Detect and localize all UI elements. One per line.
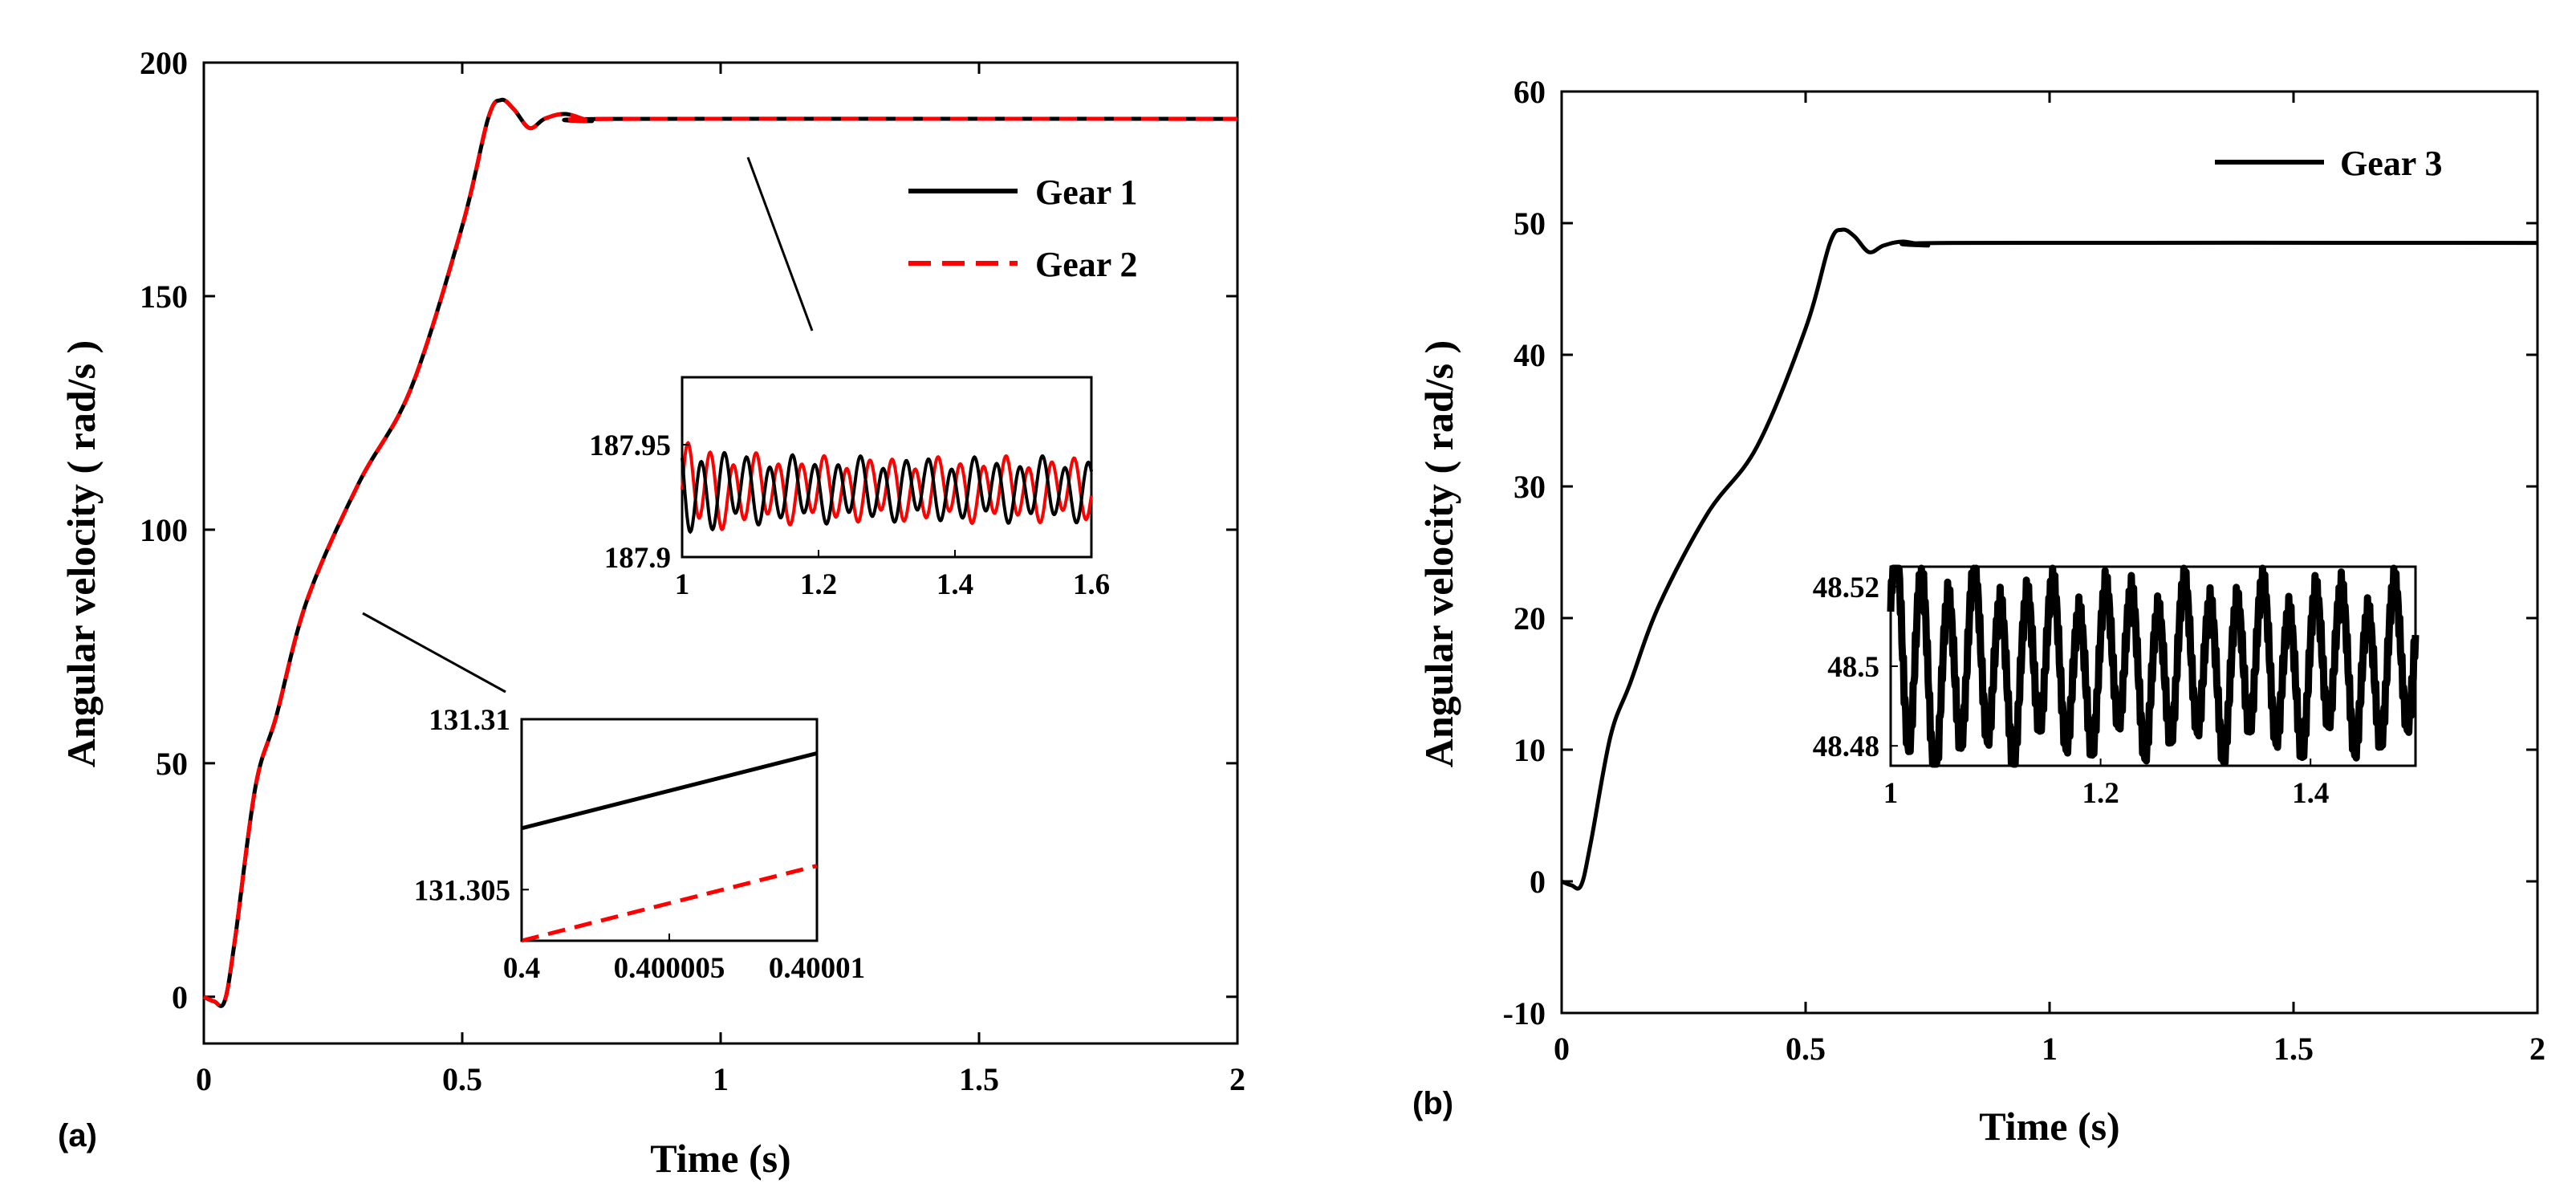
panel-b-legend: Gear 3	[2215, 144, 2443, 183]
panel-b-y-tick-label: -10	[1503, 995, 1546, 1031]
inset3-y-tick-label: 48.52	[1813, 572, 1879, 604]
inset2-series-line-2	[521, 864, 818, 943]
panel-a-x-label: Time (s)	[650, 1136, 790, 1181]
panel-a-y-ticks: 0 50 100 150 200	[140, 45, 1237, 1015]
inset1-y-tick-label: 187.95	[589, 429, 671, 462]
inset1-x-tick-label: 1.4	[937, 568, 973, 601]
panel-a-series	[202, 97, 1238, 1008]
inset2-ticks: 0.4 0.400005 0.40001 131.305 131.31	[414, 704, 865, 985]
panel-b-axes-box	[1560, 90, 2539, 1015]
panel-a-x-tick-label: 0	[196, 1061, 212, 1097]
panel-b-x-tick-label: 1	[2042, 1031, 2058, 1067]
panel-b-y-ticks: -10 0 10 20 30 40 50 60	[1503, 74, 2537, 1031]
panel-a-y-tick-label: 200	[140, 45, 188, 81]
panel-a-series-line-2	[202, 97, 1238, 1008]
panel-b-inset-steady: 1 1.2 1.4 48.48 48.5 48.52	[1813, 564, 2420, 810]
inset3-x-tick-label: 1.2	[2082, 777, 2119, 810]
inset3-y-tick-label: 48.48	[1813, 730, 1879, 763]
panel-a-y-tick-label: 0	[172, 979, 188, 1015]
inset1-ticks: 1 1.2 1.4 1.6 187.9 187.95	[589, 429, 1110, 601]
panel-b-y-tick-label: 10	[1514, 732, 1546, 768]
panel-a-x-tick-label: 1	[713, 1061, 729, 1097]
panel-b-x-ticks: 0 0.5 1 1.5 2	[1554, 92, 2546, 1067]
panel-a-y-label: Angular velocity ( rad/s )	[59, 340, 104, 767]
panel-a-zoom-connector-1	[746, 157, 814, 332]
panel-a-y-tick-label: 100	[140, 512, 188, 548]
inset2-x-tick-label: 0.4	[503, 952, 540, 985]
panel-a-x-tick-label: 1.5	[959, 1061, 999, 1097]
inset2-series-line-1	[521, 751, 818, 831]
panel-b-y-tick-label: 60	[1514, 74, 1546, 110]
panel-b-x-tick-label: 0	[1554, 1031, 1570, 1067]
inset2-y-tick-label: 131.31	[429, 704, 510, 737]
panel-a-inset-zoom: 0.4 0.400005 0.40001 131.305 131.31	[414, 704, 865, 985]
inset1-x-tick-label: 1	[675, 568, 690, 601]
panel-a-x-ticks: 0 0.5 1 1.5 2	[196, 63, 1245, 1097]
panel-a-x-tick-label: 0.5	[442, 1061, 482, 1097]
inset2-box	[520, 718, 819, 942]
panel-a-legend: Gear 1 Gear 2	[908, 173, 1138, 284]
panel-a-y-tick-label: 150	[140, 279, 188, 315]
panel-a: 0 0.5 1 1.5 2 0 50 100 150 200 Time (s) Angular …	[58, 45, 1245, 1181]
panel-b-x-tick-label: 0.5	[1786, 1031, 1826, 1067]
panel-b-series	[1561, 227, 2538, 891]
panel-b-x-tick-label: 2	[2529, 1031, 2546, 1067]
inset1-x-tick-label: 1.6	[1073, 568, 1110, 601]
inset3-oscillation	[1887, 564, 2420, 768]
inset1-x-tick-label: 1.2	[800, 568, 837, 601]
legend-gear1-label: Gear 1	[1035, 173, 1138, 212]
panel-b-label: (b)	[1412, 1086, 1453, 1121]
panel-a-zoom-connector-2	[362, 612, 506, 694]
legend-gear2-label: Gear 2	[1035, 245, 1138, 284]
panel-b-y-label: Angular velocity ( rad/s )	[1416, 340, 1461, 767]
inset3-y-tick-label: 48.5	[1827, 651, 1879, 684]
panel-b-x-label: Time (s)	[1979, 1104, 2119, 1149]
inset1-gear1-line	[681, 450, 1093, 535]
panel-b-y-tick-label: 20	[1514, 600, 1546, 637]
panel-b-y-tick-label: 30	[1514, 469, 1546, 505]
legend-gear3-label: Gear 3	[2340, 144, 2443, 183]
inset2-y-tick-label: 131.305	[414, 874, 510, 907]
panel-b-y-tick-label: 0	[1530, 864, 1546, 900]
inset3-x-tick-label: 1	[1883, 777, 1899, 810]
panel-a-inset-steady: 1 1.2 1.4 1.6 187.9 187.95	[589, 376, 1110, 601]
inset3-x-tick-label: 1.4	[2292, 777, 2329, 810]
inset3-gear3-line	[1887, 564, 2420, 768]
panel-b-x-tick-label: 1.5	[2273, 1031, 2314, 1067]
inset2-lines	[521, 751, 818, 943]
inset2-x-tick-label: 0.400005	[614, 952, 725, 985]
inset1-oscillation	[681, 441, 1093, 535]
panel-a-x-tick-label: 2	[1229, 1061, 1245, 1097]
panel-b-y-tick-label: 50	[1514, 205, 1546, 242]
panel-b-series-line-1	[1561, 227, 2538, 891]
panel-a-label: (a)	[58, 1118, 97, 1153]
panel-b-y-tick-label: 40	[1514, 337, 1546, 373]
inset3-ticks: 1 1.2 1.4 48.48 48.5 48.52	[1813, 572, 2330, 810]
inset2-x-tick-label: 0.40001	[769, 952, 865, 985]
panel-a-y-tick-label: 50	[156, 746, 188, 782]
inset1-y-tick-label: 187.9	[604, 542, 671, 575]
